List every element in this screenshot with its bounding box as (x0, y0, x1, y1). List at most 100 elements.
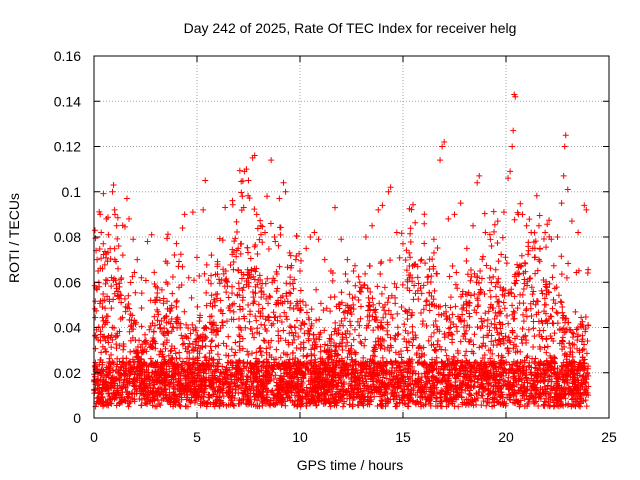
data-point (497, 384, 504, 391)
data-point (513, 381, 520, 388)
data-point (222, 204, 229, 211)
data-point (219, 319, 226, 326)
data-point (286, 304, 293, 311)
data-point (475, 291, 482, 298)
data-point (156, 321, 163, 328)
data-point (127, 337, 134, 344)
data-point (369, 295, 376, 302)
data-point (553, 309, 560, 316)
data-point (263, 327, 270, 334)
data-point (505, 350, 512, 357)
data-point (203, 302, 210, 309)
data-point (164, 231, 171, 238)
data-point (283, 313, 290, 320)
data-point (418, 309, 425, 316)
data-point (559, 363, 566, 370)
data-point (207, 300, 214, 307)
data-point (217, 297, 224, 304)
data-point (302, 302, 309, 309)
data-point (239, 287, 246, 294)
data-point (154, 289, 161, 296)
data-point (396, 254, 403, 261)
data-point (356, 288, 363, 295)
data-point (117, 315, 124, 322)
data-point (447, 294, 454, 301)
data-point (287, 323, 294, 330)
data-point (576, 349, 583, 356)
data-point (543, 349, 550, 356)
data-point (103, 374, 110, 381)
data-point (356, 322, 363, 329)
data-point (177, 251, 184, 258)
data-point (558, 253, 565, 260)
data-point (347, 322, 354, 329)
data-point (554, 320, 561, 327)
data-point (446, 273, 453, 280)
data-point (225, 352, 232, 359)
data-point (379, 304, 386, 311)
data-point (305, 335, 312, 342)
data-point (409, 329, 416, 336)
data-point (511, 293, 518, 300)
data-point (434, 337, 441, 344)
data-point (317, 300, 324, 307)
data-point (331, 353, 338, 360)
data-point (231, 352, 238, 359)
data-point (392, 349, 399, 356)
data-point (308, 306, 315, 313)
data-point (254, 225, 261, 232)
data-point (142, 277, 149, 284)
data-point (418, 350, 425, 357)
data-point (543, 244, 550, 251)
data-point (270, 375, 277, 382)
data-point (470, 341, 477, 348)
data-point (378, 290, 385, 297)
data-point (557, 298, 564, 305)
data-point (443, 352, 450, 359)
data-point (289, 280, 296, 287)
data-point (406, 355, 413, 362)
data-point (230, 308, 237, 315)
data-point (539, 290, 546, 297)
data-point (391, 367, 398, 374)
data-point (452, 303, 459, 310)
data-point (540, 402, 547, 409)
data-point (415, 280, 422, 287)
data-point (505, 320, 512, 327)
data-point (407, 230, 414, 237)
data-point (270, 320, 277, 327)
data-point (367, 389, 374, 396)
data-point (98, 349, 105, 356)
data-point (275, 387, 282, 394)
data-point (585, 322, 592, 329)
data-point (219, 322, 226, 329)
data-point (411, 282, 418, 289)
data-point (257, 231, 264, 238)
data-point (223, 342, 230, 349)
data-point (150, 384, 157, 391)
data-point (527, 275, 534, 282)
data-point (566, 326, 573, 333)
data-point (259, 239, 266, 246)
data-point (530, 325, 537, 332)
data-point (261, 322, 268, 329)
data-point (272, 372, 279, 379)
data-point (260, 337, 267, 344)
data-point (160, 354, 167, 361)
data-point (335, 327, 342, 334)
data-point (420, 344, 427, 351)
data-point (366, 317, 373, 324)
data-point (563, 274, 570, 281)
data-point (245, 351, 252, 358)
data-point (558, 271, 565, 278)
data-point (418, 290, 425, 297)
data-point (477, 267, 484, 274)
data-point (579, 347, 586, 354)
data-point (100, 317, 107, 324)
data-point (180, 366, 187, 373)
data-point (213, 322, 220, 329)
data-point (235, 267, 242, 274)
data-point (227, 262, 234, 269)
data-point (205, 374, 212, 381)
data-point (483, 402, 490, 409)
